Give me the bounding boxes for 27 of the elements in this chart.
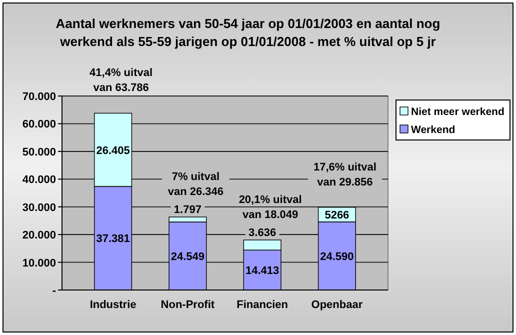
annotation: 7% uitval van 26.346 bbox=[168, 170, 224, 198]
y-tick-label: 50.000 bbox=[22, 146, 56, 158]
y-tick-label: 30.000 bbox=[22, 202, 56, 214]
y-tick-label: 10.000 bbox=[22, 257, 56, 270]
x-tick-label: Financien bbox=[236, 299, 288, 311]
annotation: 17,6% uitval van 29.856 bbox=[313, 161, 376, 188]
data-label: 24.549 bbox=[170, 250, 205, 263]
x-tick-label: Non-Profit bbox=[160, 299, 215, 311]
y-tick-label: 20.000 bbox=[22, 230, 56, 242]
chart-title: Aantal werknemers van 50-54 jaar op 01/01/2003 en aantal nog werkend als 55-59 jarigen op 01/01/2008 - met % uitval op 5 jr bbox=[56, 16, 440, 49]
annotation: 41,4% uitval van 63.786 bbox=[90, 67, 153, 94]
data-label: 3.636 bbox=[248, 226, 276, 239]
annotation: 20,1% uitval van 18.049 bbox=[238, 194, 302, 221]
x-tick-label: Openbaar bbox=[311, 299, 364, 311]
y-tick-label: 70.000 bbox=[22, 91, 56, 103]
data-label: 26.405 bbox=[96, 144, 130, 157]
data-label: 24.590 bbox=[320, 250, 354, 263]
legend-label: Werkend bbox=[411, 124, 456, 136]
x-tick-label: Industrie bbox=[90, 299, 136, 311]
y-tick-label: 40.000 bbox=[22, 174, 56, 186]
y-tick-label: 60.000 bbox=[22, 118, 56, 131]
data-label: 14.413 bbox=[245, 265, 280, 278]
data-label: 37.381 bbox=[96, 233, 130, 246]
y-tick-label: - bbox=[52, 285, 56, 297]
data-label: 5266 bbox=[324, 210, 350, 222]
data-label: 1.797 bbox=[174, 204, 202, 216]
legend-label: Niet meer werkend bbox=[411, 106, 504, 118]
